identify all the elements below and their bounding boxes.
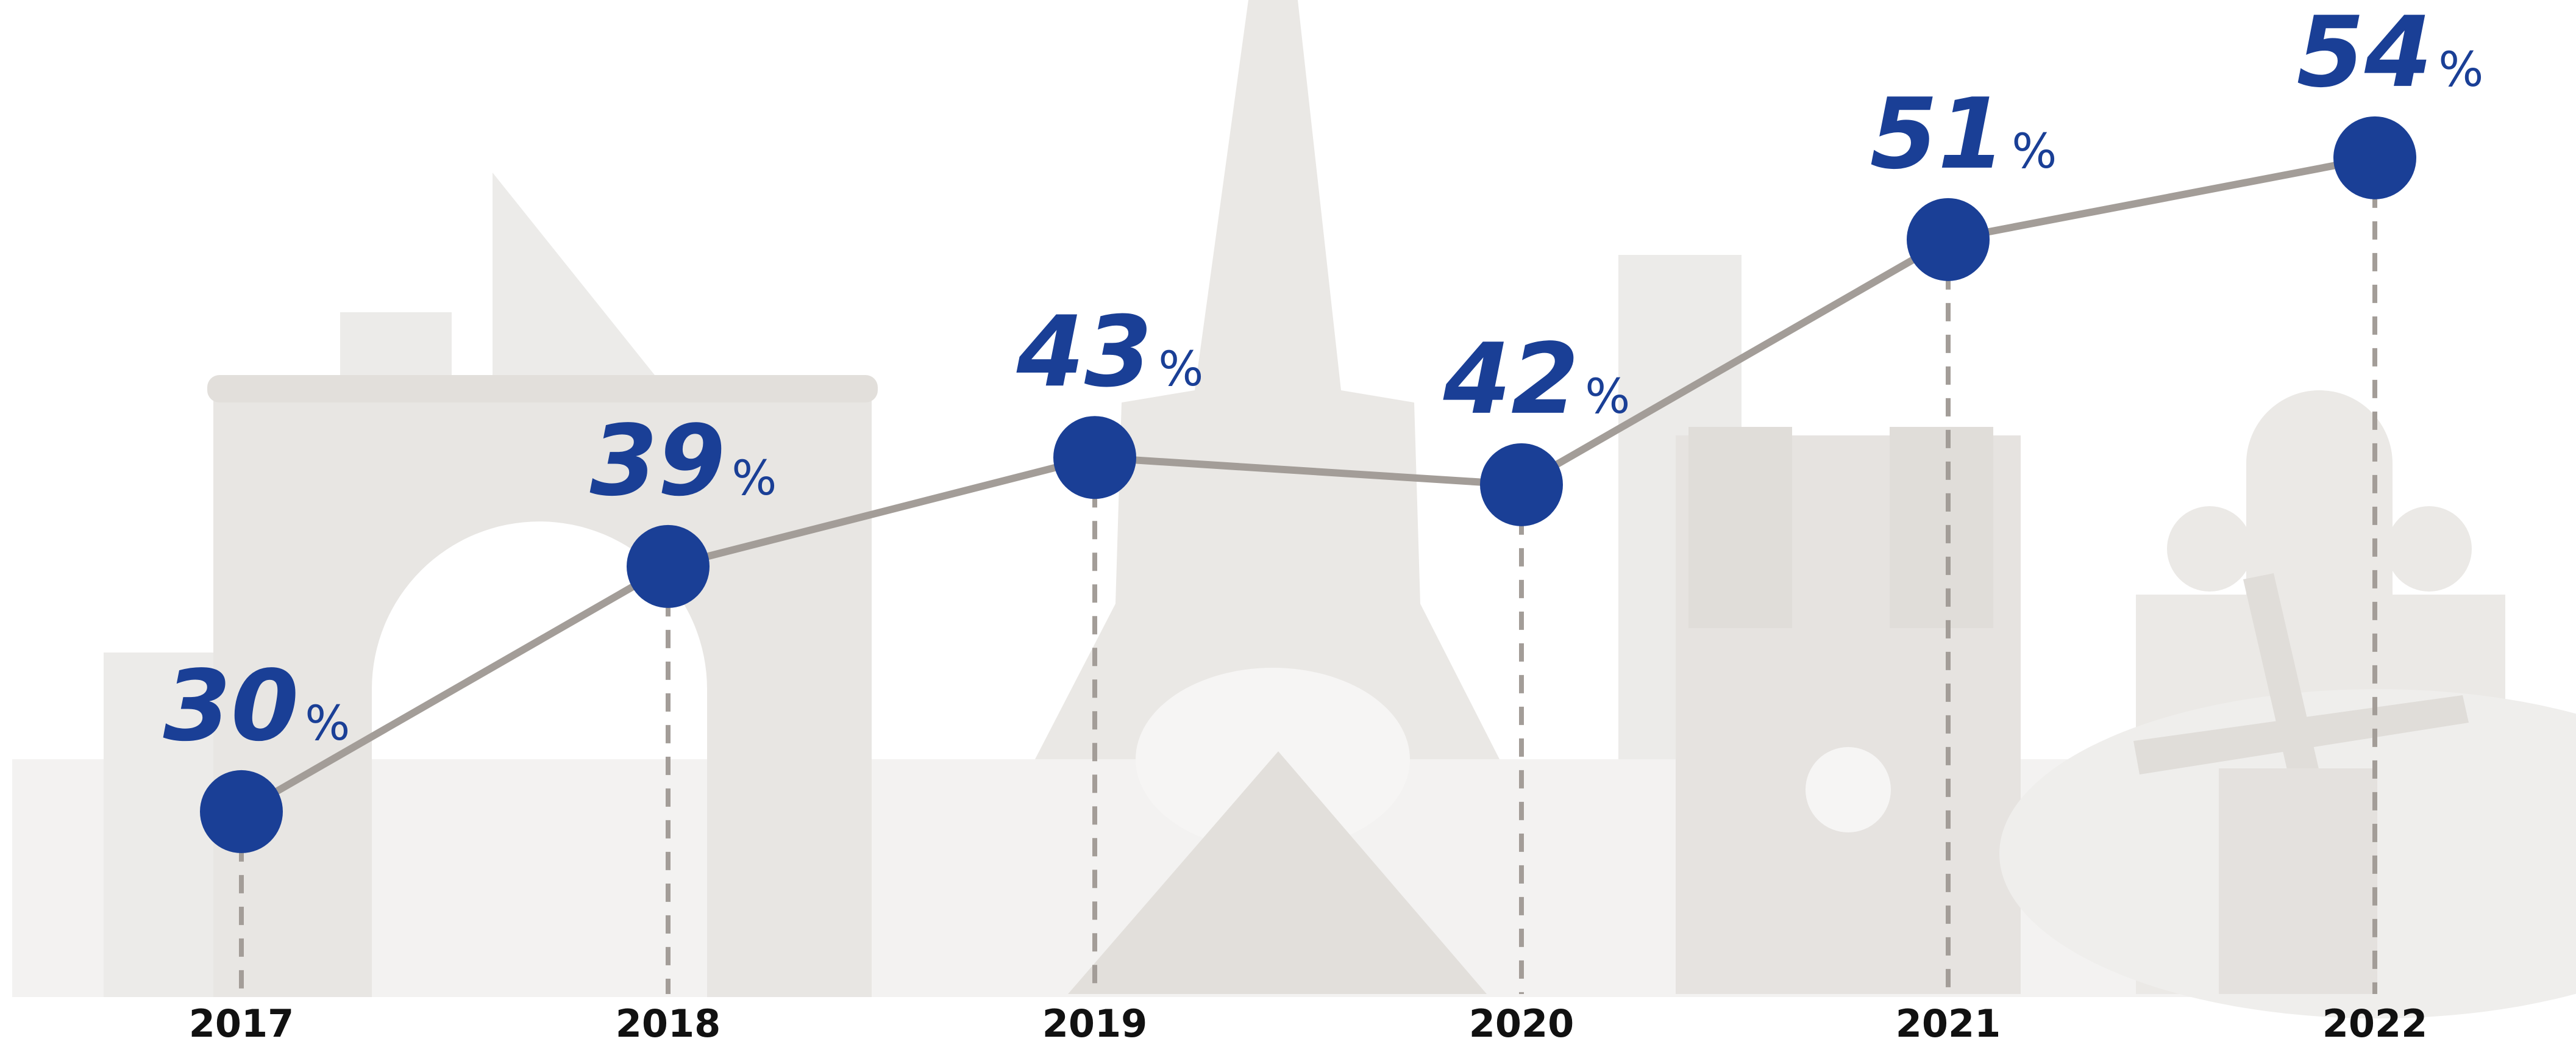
- point: [1907, 198, 1990, 281]
- x-tick-label: 2019: [1042, 1001, 1148, 1046]
- arc-cornice: [207, 375, 878, 402]
- x-tick-label: 2017: [189, 1001, 294, 1046]
- notre-dame-tower: [1688, 427, 1792, 628]
- data-label: 54%: [2297, 0, 2484, 109]
- x-tick-label: 2018: [616, 1001, 721, 1046]
- x-tick-label: 2021: [1896, 1001, 2001, 1046]
- dome-base: [2246, 463, 2393, 595]
- x-tick-label: 2020: [1469, 1001, 1574, 1046]
- data-label: 43%: [1016, 295, 1204, 409]
- data-label: 51%: [1870, 77, 2057, 191]
- plot: 30 % 2017 39 % 2018 43 % 2019 42 % 2020 51 % 2021 54 % 20…: [163, 0, 2484, 1046]
- point: [2333, 116, 2416, 199]
- dome: [2386, 506, 2472, 592]
- eiffel-tower: [1035, 0, 1500, 759]
- skyline-background: [12, 0, 2576, 1018]
- point: [627, 524, 710, 608]
- data-label: 39%: [590, 404, 777, 518]
- windmill-body: [2219, 768, 2377, 994]
- point: [200, 770, 283, 853]
- arc-de-triomphe: [213, 378, 872, 997]
- data-label: 30%: [163, 649, 350, 763]
- building: [340, 312, 452, 378]
- x-tick-label: 2022: [2322, 1001, 2428, 1046]
- louvre-pyramid: [1068, 751, 1487, 994]
- dome: [2167, 506, 2252, 592]
- windmill-sail: [2243, 573, 2329, 817]
- point: [1480, 443, 1563, 526]
- data-label: 42%: [1443, 322, 1631, 436]
- rose-window: [1806, 747, 1891, 832]
- notre-dame-tower: [1890, 427, 1993, 628]
- point: [1053, 416, 1136, 499]
- tower-triangle: [493, 173, 657, 378]
- line: [240, 154, 2376, 815]
